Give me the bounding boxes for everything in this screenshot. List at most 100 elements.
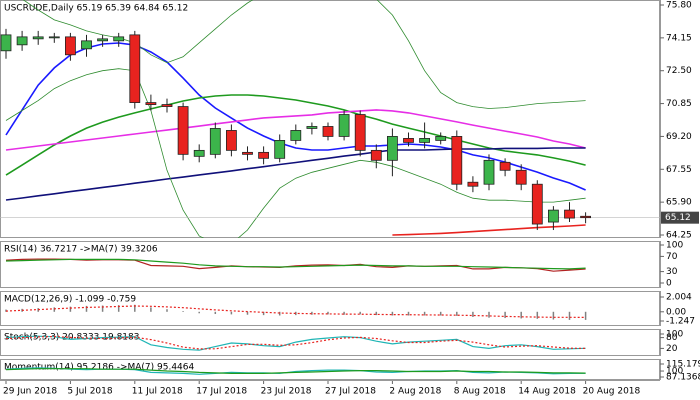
indicator-line <box>5 305 586 318</box>
histogram-bar <box>278 311 281 316</box>
x-tick-label: 17 Jul 2018 <box>196 387 247 397</box>
plot-area <box>5 258 586 272</box>
panel-title: MACD(12,26,9) -1.099 -0.759 <box>4 295 136 305</box>
histogram-bar <box>504 311 506 319</box>
candle-body <box>531 183 543 225</box>
x-tick-label: 29 Jun 2018 <box>3 387 57 397</box>
x-tick-label: 23 Jul 2018 <box>261 387 312 397</box>
y-tick-label: 0 <box>666 279 672 289</box>
indicator-line <box>5 258 586 270</box>
moving-average <box>5 147 586 201</box>
candle-body <box>306 126 318 129</box>
y-tick-label: 100 <box>666 367 683 377</box>
histogram-bar <box>568 311 571 320</box>
y-tick-label: 70.85 <box>666 99 692 109</box>
y-tick-label: 64.25 <box>666 231 692 241</box>
candle-body <box>354 114 366 151</box>
candle-body <box>435 136 447 141</box>
histogram-bar <box>69 306 72 312</box>
panel-frame <box>0 329 660 356</box>
histogram-bar <box>359 311 361 315</box>
y-tick-label: 30 <box>666 267 678 277</box>
histogram-bar <box>311 311 313 315</box>
candle-body <box>451 136 463 185</box>
moving-average <box>5 68 586 238</box>
histogram-bar <box>327 311 329 315</box>
panel-title: USCRUDE,Daily 65.19 65.39 64.84 65.12 <box>4 4 188 14</box>
moving-average <box>5 94 586 176</box>
candle-body <box>548 209 559 223</box>
candle-body <box>258 151 270 159</box>
y-tick-label: 20 <box>666 344 678 354</box>
y-tick-label: 0.00 <box>666 307 686 317</box>
candle-body <box>0 34 12 52</box>
candle-body <box>209 128 221 155</box>
panel-frame <box>0 359 660 380</box>
candle-body <box>370 149 382 161</box>
candle-body <box>193 149 205 157</box>
candle-body <box>467 181 479 187</box>
candle-body <box>338 114 350 137</box>
panel-frame <box>0 0 660 238</box>
histogram-bar <box>439 311 442 316</box>
indicator-line <box>5 335 586 351</box>
histogram-bar <box>134 304 136 312</box>
candle-body <box>225 130 237 151</box>
y-tick-label: 75.80 <box>666 1 692 11</box>
histogram-bar <box>407 311 410 316</box>
panel-title: Momentum(14) 95.2186 ->MA(7) 95.4464 <box>4 363 195 373</box>
panel-frame <box>0 291 660 326</box>
histogram-bar <box>198 311 200 314</box>
histogram-bar <box>85 305 88 312</box>
candle-body <box>515 169 527 185</box>
current-price-label: 65.12 <box>665 213 691 223</box>
y-tick-label: 2.004 <box>666 293 692 303</box>
x-tick-label: 11 Jul 2018 <box>132 387 183 397</box>
y-tick-label: 80 <box>666 333 678 343</box>
plot-area <box>5 335 586 351</box>
moving-average <box>5 109 586 151</box>
x-tick-label: 8 Aug 2018 <box>454 387 506 397</box>
candle-body <box>499 161 511 171</box>
candle-body <box>161 104 173 107</box>
histogram-bar <box>53 307 56 312</box>
y-tick-label: -1.247 <box>666 317 695 327</box>
y-tick-label: 72.50 <box>666 66 692 76</box>
candle-body <box>145 102 157 105</box>
histogram-bar <box>117 305 120 312</box>
candle-body <box>483 159 495 185</box>
indicator-line <box>5 368 586 374</box>
y-tick-label: 87.1368 <box>666 373 700 383</box>
y-tick-label: 74.15 <box>666 33 692 43</box>
candle-body <box>403 138 414 143</box>
histogram-bar <box>166 309 168 312</box>
plot-area <box>5 367 586 375</box>
plot-area <box>5 304 587 320</box>
y-tick-label: 69.20 <box>666 132 692 142</box>
candle-body <box>177 106 189 155</box>
x-tick-label: 27 Jul 2018 <box>325 387 376 397</box>
candle-body <box>580 215 591 219</box>
histogram-bar <box>182 311 184 312</box>
x-tick-label: 2 Aug 2018 <box>389 387 441 397</box>
histogram-bar <box>343 311 345 315</box>
x-tick-label: 5 Jul 2018 <box>67 387 112 397</box>
candle-body <box>386 136 398 161</box>
candle-body <box>32 36 44 40</box>
candle-body <box>129 34 141 103</box>
histogram-bar <box>536 311 539 319</box>
y-tick-label: 100 <box>666 241 683 251</box>
candle-body <box>322 126 334 137</box>
x-tick-label: 20 Aug 2018 <box>583 387 641 397</box>
plot-area <box>0 0 660 238</box>
indicator-line <box>5 335 586 350</box>
histogram-bar <box>391 311 394 316</box>
histogram-bar <box>375 311 378 316</box>
y-tick-label: 115.1796 <box>666 360 700 370</box>
candle-body <box>48 36 60 39</box>
y-tick-label: 67.55 <box>666 165 692 175</box>
histogram-bar <box>520 311 522 319</box>
candle-body <box>16 36 28 46</box>
